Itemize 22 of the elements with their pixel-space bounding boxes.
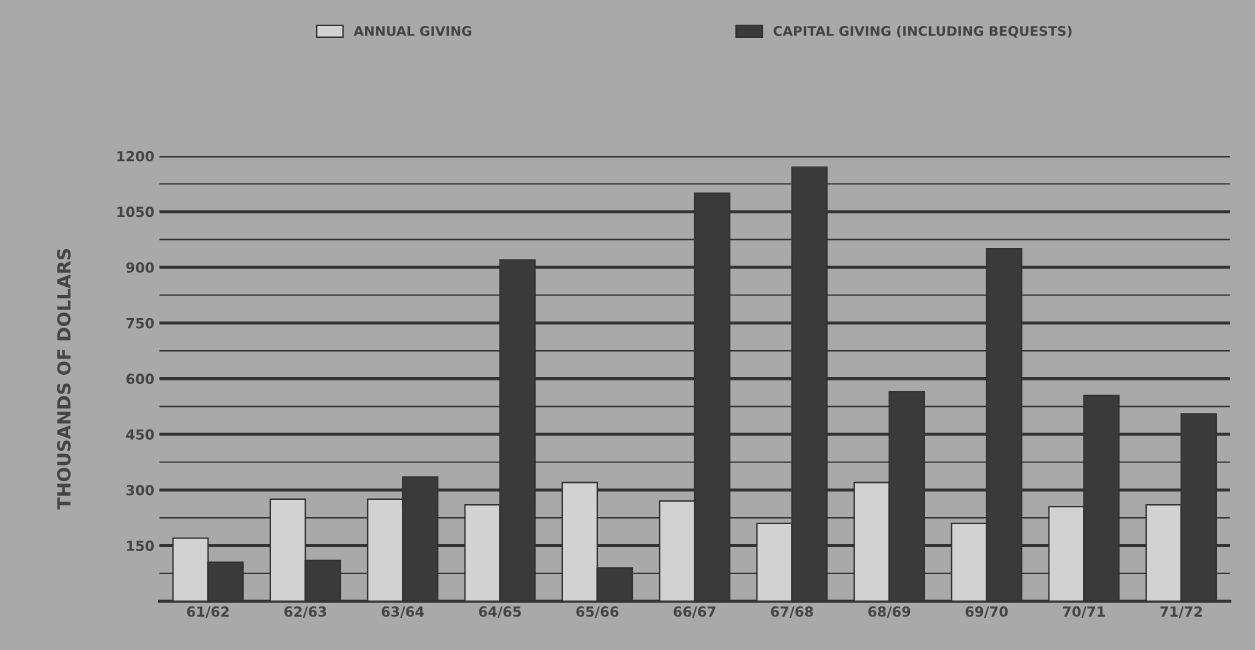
y-tick-label: 750 [126,317,154,329]
y-tick-label: 1200 [117,150,154,162]
legend-label: CAPITAL GIVING (INCLUDING BEQUESTS) [773,25,1072,38]
x-tick-label: 68/69 [868,606,911,618]
x-tick-label: 67/68 [770,606,813,618]
x-tick-label: 64/65 [479,606,521,618]
y-tick-label: 900 [126,262,154,273]
x-tick-label: 65/66 [576,606,619,618]
x-tick-label: 71/72 [1160,606,1202,618]
x-tick-label: 66/67 [673,606,716,618]
y-tick-label: 300 [126,484,154,496]
x-tick-label: 62/63 [284,606,327,618]
legend-label: ANNUAL GIVING [353,26,472,37]
y-tick-label: 600 [126,373,154,385]
y-tick-label: 1050 [117,206,154,218]
x-tick-label: 70/71 [1062,606,1105,618]
y-tick-label: 450 [126,429,154,440]
x-tick-label: 61/62 [187,606,229,618]
x-tick-label: 63/64 [381,606,424,618]
y-tick-label: 150 [127,540,154,552]
x-tick-label: 69/70 [965,606,1008,618]
y-axis-title: THOUSANDS OF DOLLARS [57,248,71,510]
